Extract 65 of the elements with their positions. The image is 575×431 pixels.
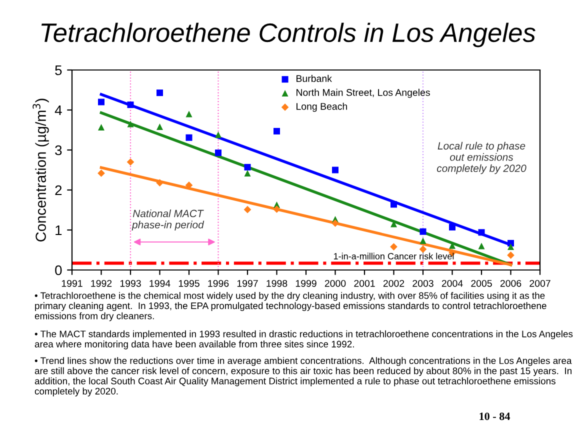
point — [244, 170, 251, 176]
point — [214, 150, 222, 156]
y-tick-label: 0 — [55, 265, 62, 276]
point — [98, 170, 105, 177]
chart-title: Tetrachloroethene Controls in Los Angeles — [41, 22, 536, 48]
y-tick-label: 4 — [54, 105, 62, 116]
x-tick-label: 1999 — [296, 280, 316, 287]
x-tick-label: 2003 — [412, 280, 434, 287]
point — [390, 243, 398, 250]
point — [156, 179, 164, 186]
y-tick-label: 3 — [55, 145, 62, 156]
point — [244, 206, 252, 214]
x-tick-label: 1991 — [62, 280, 82, 287]
x-tick-label: 2000 — [324, 280, 346, 287]
x-tick-label: 2005 — [471, 280, 492, 287]
y-axis-title: Concentration (µg/m$^{3}$) — [32, 98, 49, 242]
x-tick-label: 1998 — [266, 280, 288, 287]
x-tick-label: 1993 — [120, 280, 141, 287]
point — [244, 164, 251, 170]
annotation: Local rule to phase out emissions completely by 2020 — [436, 142, 526, 174]
point — [98, 124, 105, 130]
point — [273, 128, 280, 134]
point — [156, 90, 164, 96]
point — [156, 124, 164, 130]
point — [478, 242, 485, 250]
x-tick-label: 1992 — [91, 280, 112, 287]
point — [126, 158, 134, 166]
x-tick-label: 1996 — [208, 280, 229, 287]
x-tick-label: 1994 — [150, 280, 170, 287]
x-tick-label: 1997 — [237, 280, 258, 287]
text: • Tetrachloroethene is the chemical most widely used by the dry cleaning industry, with over 85% of facilities using it as the primary cleaning agent. In 1993, the EPA promulgated technology-based emissions standards to control tetrachloroethene emissions from dry cleaners. — [34, 292, 546, 322]
point — [98, 98, 105, 106]
point — [273, 206, 280, 213]
y-tick-label: 2 — [55, 185, 62, 196]
x-tick-label: 2001 — [354, 280, 375, 287]
y-tick-label: 1 — [56, 225, 62, 236]
point — [507, 244, 514, 250]
point — [420, 238, 426, 244]
point — [186, 110, 192, 118]
text: 10 - 84 — [480, 412, 510, 420]
legend-label: North Main Street, Los Angeles — [296, 88, 430, 98]
point — [448, 224, 456, 230]
point — [214, 132, 222, 138]
point — [507, 252, 514, 259]
x-tick-label: 2002 — [383, 280, 404, 287]
point — [420, 228, 426, 235]
point — [390, 201, 398, 208]
point — [478, 229, 485, 236]
annotation: National MACT phase-in period — [132, 210, 204, 230]
text: • The MACT standards implemented in 1993 resulted in drastic reductions in tetrachloroethene concentrations in the Los Angeles area where monitoring data have been available from three sites since 1992. — [34, 330, 573, 350]
point — [332, 220, 339, 227]
text: • Trend lines show the reductions over time in average ambient concentrations. Although concentrations in the Los Angeles area are still above the cancer risk level of concern, exposure to this air toxic has been reduced by about 80% in the past 15 years. In addition, the local South Coast Air Quality Management District implemented a rule to phase out tetrachloroethene emissions completely by 2020. — [34, 357, 572, 396]
x-tick-label: 2006 — [500, 280, 522, 287]
legend-label: Burbank — [296, 74, 332, 82]
y-tick-label: 5 — [55, 65, 62, 76]
point — [127, 120, 134, 128]
x-tick-label: 1995 — [178, 280, 200, 287]
point — [127, 102, 134, 108]
x-tick-label: 2007 — [530, 280, 550, 287]
x-tick-label: 2004 — [442, 280, 463, 287]
point — [186, 134, 192, 141]
point — [419, 246, 427, 253]
ref-line-label: 1-in-a-million Cancer risk level — [334, 252, 454, 260]
legend-label: Long Beach — [296, 102, 347, 112]
point — [332, 166, 339, 174]
